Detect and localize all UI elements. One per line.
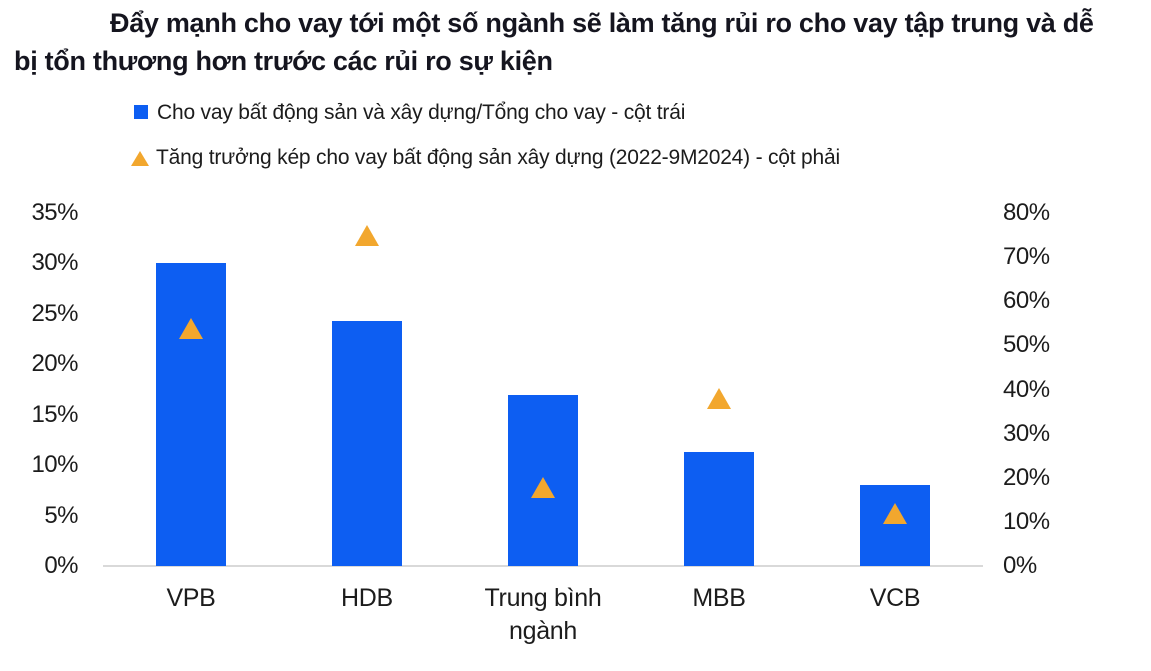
right-axis-tick-label: 80% [1003,199,1050,226]
bar-MBB [684,452,754,566]
legend-label-triangles: Tăng trưởng kép cho vay bất động sản xây… [156,146,840,169]
left-axis-tick-label: 30% [31,249,78,277]
left-axis-tick-label: 25% [31,299,78,327]
right-axis-tick-label: 30% [1003,419,1050,447]
legend-item-bars: Cho vay bất động sản và xây dựng/Tổng ch… [134,100,685,126]
triangle-marker-VPB [179,317,203,339]
bar-VCB [860,485,930,566]
left-axis-tick-label: 5% [44,501,78,529]
legend-label-bars: Cho vay bất động sản và xây dựng/Tổng ch… [157,101,686,124]
right-axis-tick-label: 10% [1003,507,1050,535]
left-axis-tick-label: 20% [31,350,78,378]
category-label-VPB: VPB [166,584,216,612]
category-label-MBB: MBB [692,584,746,612]
blue-square-icon [134,105,148,119]
right-axis-tick-label: 40% [1003,375,1050,403]
chart-title: Đẩy mạnh cho vay tới một số ngành sẽ làm… [14,8,1094,76]
left-axis-tick-label: 0% [44,552,78,579]
triangle-marker-MBB [707,388,731,410]
x-axis-line [103,565,983,567]
left-axis-tick-label: 35% [31,199,78,226]
legend-item-triangles: Tăng trưởng kép cho vay bất động sản xây… [131,145,840,171]
triangle-marker-Trung bình ngành [531,476,555,498]
right-axis-tick-label: 50% [1003,331,1050,359]
left-axis-tick-label: 10% [31,451,78,479]
bar-VPB [156,263,226,566]
amber-triangle-icon [131,151,149,166]
right-axis-tick-label: 70% [1003,243,1050,271]
left-axis-tick-label: 15% [31,400,78,428]
triangle-marker-HDB [355,225,379,247]
triangle-marker-VCB [883,503,907,525]
category-label-HDB: HDB [341,584,393,612]
bar-HDB [332,320,402,566]
right-axis-tick-label: 60% [1003,287,1050,315]
right-axis-tick-label: 20% [1003,463,1050,491]
category-label-Trung bình ngành: Trung bình ngành [484,584,602,645]
category-label-VCB: VCB [869,584,921,612]
right-axis-tick-label: 0% [1003,552,1037,579]
